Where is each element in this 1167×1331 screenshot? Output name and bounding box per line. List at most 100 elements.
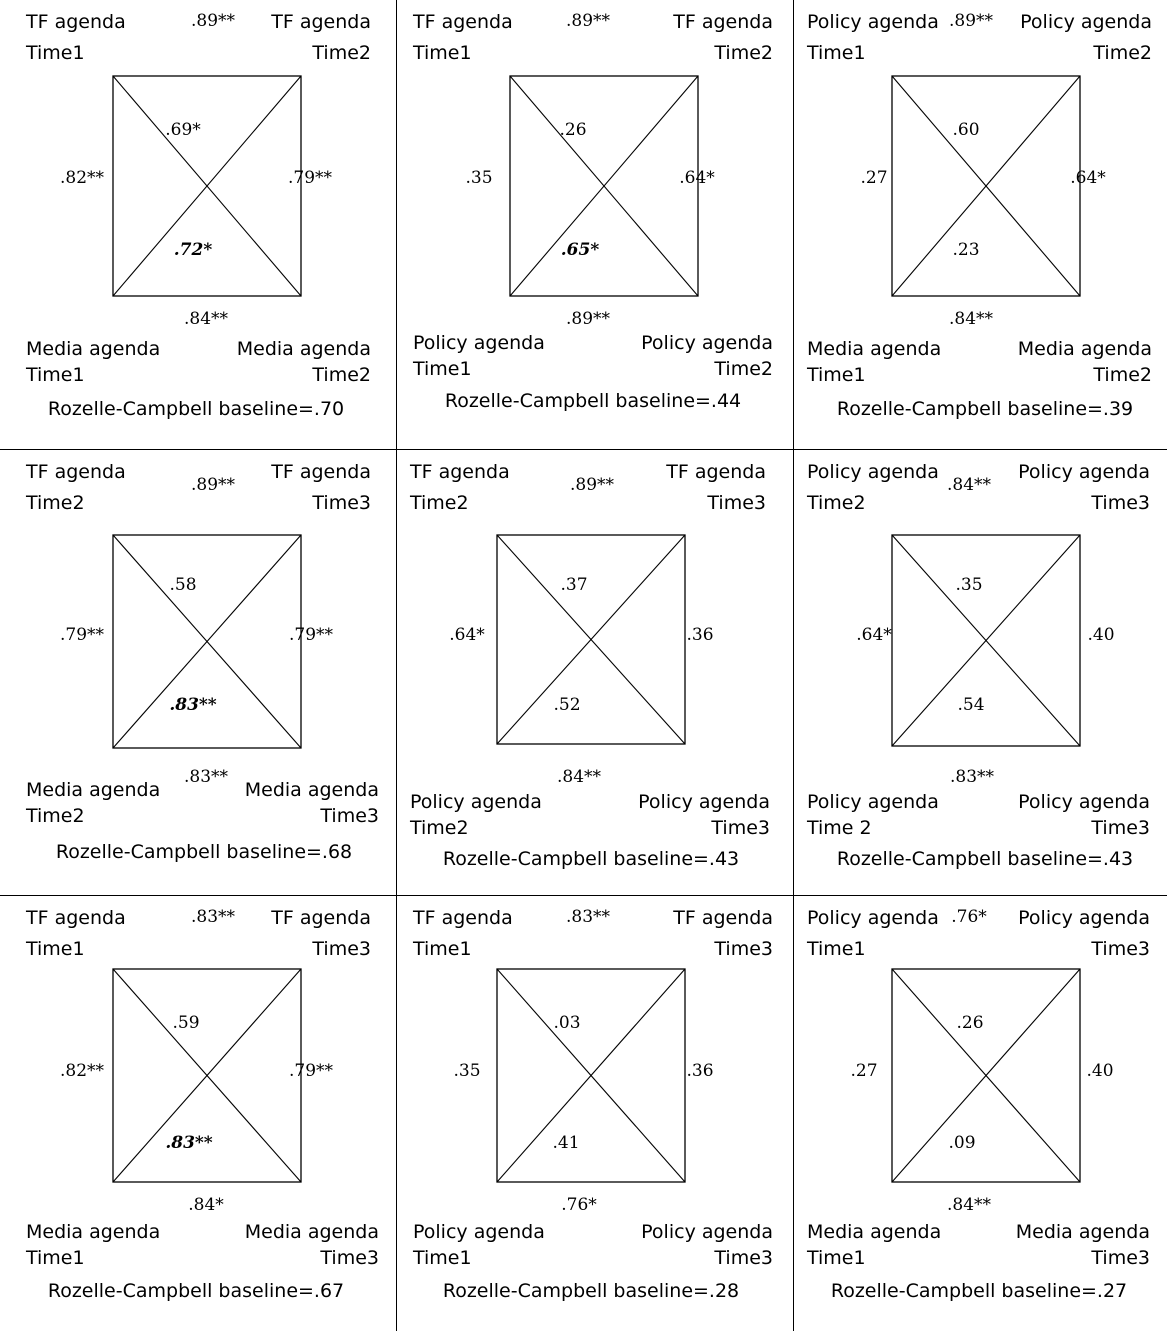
top-right-variable-label: Policy agenda [1018,461,1150,483]
top-left-variable-label: TF agenda [26,907,126,929]
diagonal-line [496,968,686,1183]
cross-lag-diagram [891,968,1081,1183]
top-left-time-label: Time2 [410,492,469,514]
top-left-time-label: Time2 [26,492,85,514]
baseline-label: Rozelle-Campbell baseline=.43 [442,848,740,870]
baseline-label: Rozelle-Campbell baseline=.67 [47,1280,345,1302]
cross-lag-top-correlation: .26 [559,120,587,140]
bottom-left-time-label: Time1 [807,364,866,386]
panel-cell: TF agenda Time1 TF agenda Time2 Media agenda… [0,0,397,450]
diagonal-line [891,75,1081,297]
top-right-variable-label: TF agenda [271,907,371,929]
bottom-left-time-label: Time 2 [807,817,872,839]
left-correlation: .64* [856,625,892,645]
bottom-left-variable-label: Media agenda [26,338,161,360]
bottom-correlation: .84* [188,1195,224,1215]
top-right-variable-label: TF agenda [673,907,773,929]
top-left-time-label: Time2 [807,492,866,514]
baseline-label: Rozelle-Campbell baseline=.28 [442,1280,740,1302]
bottom-right-time-label: Time3 [1091,817,1150,839]
top-left-time-label: Time1 [807,938,866,960]
cross-lag-top-correlation: .69* [165,120,201,140]
bottom-correlation: .84** [556,767,602,787]
top-correlation: .89** [190,11,236,31]
top-right-time-label: Time3 [714,938,773,960]
bottom-left-variable-label: Policy agenda [410,791,542,813]
panel-cell: TF agenda Time1 TF agenda Time2 Policy agend… [397,0,794,450]
bottom-right-variable-label: Media agenda [1017,338,1152,360]
bottom-right-time-label: Time3 [714,1247,773,1269]
top-right-variable-label: TF agenda [271,461,371,483]
bottom-right-variable-label: Media agenda [244,1221,379,1243]
cross-lag-bottom-correlation: .41 [552,1133,580,1153]
bottom-left-time-label: Time1 [413,358,472,380]
top-left-variable-label: TF agenda [413,907,513,929]
left-correlation: .35 [465,168,493,188]
cross-lag-diagram [496,534,686,745]
cross-lag-diagram [891,534,1081,747]
diagram-box [891,75,1081,297]
cross-lag-top-correlation: .37 [560,575,588,595]
top-correlation: .89** [565,11,611,31]
bottom-correlation: .83** [949,767,995,787]
top-left-variable-label: TF agenda [413,11,513,33]
panel-cell: TF agenda Time1 TF agenda Time3 Policy agend… [397,896,794,1331]
cross-lag-diagram [496,968,686,1183]
right-correlation: .79** [288,625,334,645]
top-right-variable-label: TF agenda [666,461,766,483]
bottom-left-time-label: Time1 [413,1247,472,1269]
cross-lag-top-correlation: .35 [955,575,983,595]
right-correlation: .36 [686,625,714,645]
right-correlation: .64* [679,168,715,188]
cross-lag-top-correlation: .26 [956,1013,984,1033]
cross-lag-bottom-correlation: .23 [952,240,980,260]
top-left-time-label: Time1 [807,42,866,64]
cross-lag-top-correlation: .58 [169,575,197,595]
top-left-variable-label: TF agenda [26,11,126,33]
top-left-variable-label: TF agenda [410,461,510,483]
bottom-right-time-label: Time2 [312,364,371,386]
bottom-left-variable-label: Media agenda [26,1221,161,1243]
baseline-label: Rozelle-Campbell baseline=.70 [47,398,345,420]
top-right-time-label: Time3 [1091,938,1150,960]
cross-lag-diagram [112,75,302,297]
bottom-right-time-label: Time3 [320,805,379,827]
diagonal-line [112,534,302,749]
diagonal-line [891,534,1081,747]
panel-cell: Policy agenda Time1 Policy agenda Time3 Medi… [794,896,1167,1331]
top-correlation: .76* [951,907,987,927]
top-left-variable-label: Policy agenda [807,461,939,483]
cross-lag-bottom-correlation: .54 [957,695,985,715]
top-correlation: .89** [948,11,994,31]
diagram-box [112,75,302,297]
bottom-right-variable-label: Policy agenda [1018,791,1150,813]
left-correlation: .82** [59,1061,105,1081]
diagonal-line [496,534,686,745]
top-right-variable-label: TF agenda [271,11,371,33]
bottom-correlation: .89** [565,309,611,329]
panel-cell: Policy agenda Time2 Policy agenda Time3 Poli… [794,450,1167,896]
top-left-variable-label: TF agenda [26,461,126,483]
cross-lag-bottom-correlation: .83** [169,695,217,715]
cross-lag-top-correlation: .59 [172,1013,200,1033]
diagram-box [891,534,1081,747]
top-correlation: .89** [569,475,615,495]
bottom-correlation: .84** [946,1195,992,1215]
left-correlation: .27 [850,1061,878,1081]
top-right-time-label: Time2 [312,42,371,64]
bottom-left-variable-label: Media agenda [807,338,942,360]
cross-lag-top-correlation: .03 [553,1013,581,1033]
top-right-time-label: Time2 [714,42,773,64]
top-left-time-label: Time1 [26,42,85,64]
diagonal-line [509,75,699,297]
diagram-box [112,534,302,749]
panel-cell: TF agenda Time2 TF agenda Time3 Policy agend… [397,450,794,896]
top-left-variable-label: Policy agenda [807,907,939,929]
bottom-right-variable-label: Policy agenda [638,791,770,813]
diagram-box [496,968,686,1183]
diagonal-line [112,968,302,1183]
cross-lag-diagram [112,534,302,749]
bottom-right-time-label: Time2 [714,358,773,380]
top-left-time-label: Time1 [413,42,472,64]
